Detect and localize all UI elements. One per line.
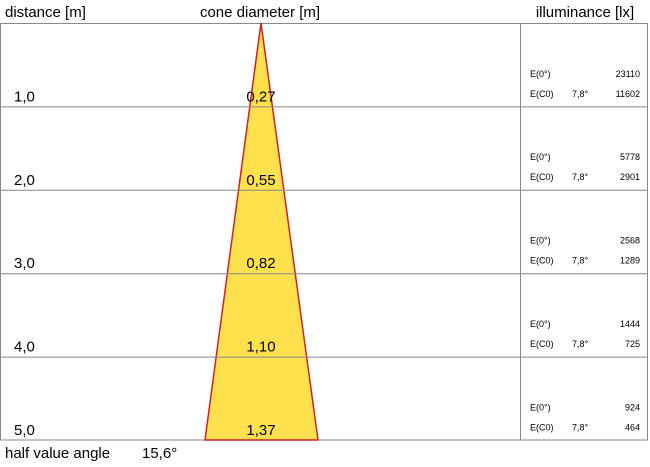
ec0-label: E(C0)	[530, 422, 554, 432]
distance-label: 4,0	[14, 339, 35, 356]
diameter-label: 0,55	[246, 172, 275, 189]
diameter-label: 0,82	[246, 255, 275, 272]
ec0-value: 464	[625, 422, 640, 432]
angle-value: 7,8°	[572, 89, 589, 99]
ec0-value: 725	[625, 339, 640, 349]
ec0-label: E(C0)	[530, 89, 554, 99]
ec0-value: 1289	[620, 256, 640, 266]
e0-label: E(0°)	[530, 402, 551, 412]
footer-label: half value angle	[5, 445, 110, 462]
diameter-label: 1,10	[246, 339, 275, 356]
ec0-label: E(C0)	[530, 256, 554, 266]
cone-header: cone diameter [m]	[200, 4, 320, 21]
frame	[0, 23, 648, 441]
footer-value: 15,6°	[142, 445, 177, 462]
e0-label: E(0°)	[530, 236, 551, 246]
ec0-value: 2901	[620, 172, 640, 182]
angle-value: 7,8°	[572, 256, 589, 266]
distance-header: distance [m]	[5, 4, 86, 21]
ec0-label: E(C0)	[530, 172, 554, 182]
angle-value: 7,8°	[572, 172, 589, 182]
e0-value: 1444	[620, 319, 640, 329]
distance-label: 2,0	[14, 172, 35, 189]
ec0-label: E(C0)	[530, 339, 554, 349]
e0-label: E(0°)	[530, 319, 551, 329]
distance-label: 1,0	[14, 88, 35, 105]
angle-value: 7,8°	[572, 339, 589, 349]
e0-value: 5778	[620, 152, 640, 162]
diameter-label: 0,27	[246, 88, 275, 105]
e0-label: E(0°)	[530, 69, 551, 79]
e0-value: 924	[625, 402, 640, 412]
distance-label: 5,0	[14, 422, 35, 439]
ec0-value: 11602	[616, 89, 640, 99]
diameter-label: 1,37	[246, 422, 275, 439]
light-cone	[204, 22, 319, 441]
e0-value: 23110	[616, 69, 640, 79]
illuminance-header: illuminance [lx]	[536, 4, 634, 21]
e0-value: 2568	[620, 236, 640, 246]
angle-value: 7,8°	[572, 422, 589, 432]
e0-label: E(0°)	[530, 152, 551, 162]
distance-label: 3,0	[14, 255, 35, 272]
